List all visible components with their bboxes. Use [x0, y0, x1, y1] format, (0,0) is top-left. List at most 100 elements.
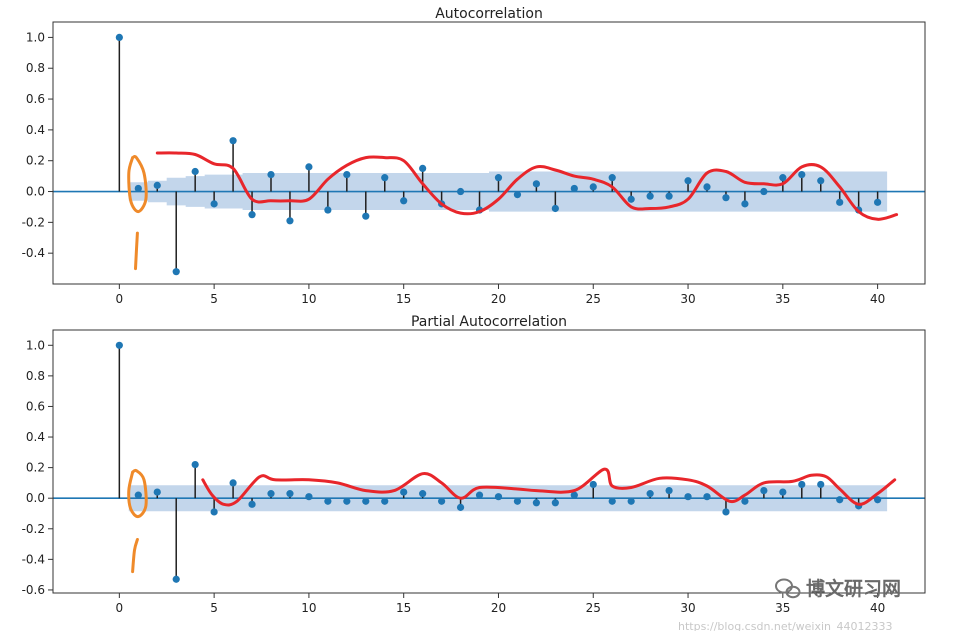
pacf-xtick-label: 30	[680, 601, 695, 615]
pacf-marker-lag-13	[362, 497, 370, 505]
acf-marker-lag-3	[172, 268, 180, 276]
pacf-marker-lag-7	[248, 500, 256, 508]
pacf-ytick-label: -0.4	[22, 552, 45, 566]
pacf-marker-lag-40	[874, 496, 882, 504]
pacf-ytick-label: 1.0	[26, 338, 45, 352]
acf-red-annotation-curve	[155, 151, 899, 221]
pacf-marker-lag-12	[343, 497, 351, 505]
pacf-ytick-label: -0.6	[22, 583, 45, 597]
acf-marker-lag-34	[760, 187, 768, 196]
acf-marker-lag-38	[836, 198, 844, 206]
acf-ytick-label: -0.2	[22, 215, 45, 229]
pacf-marker-lag-34	[760, 486, 768, 495]
pacf-marker-lag-8	[267, 490, 275, 498]
acf-marker-lag-2	[153, 181, 161, 189]
acf-marker-lag-8	[267, 170, 275, 179]
pacf-xtick-label: 15	[396, 601, 411, 615]
acf-xtick-label: 0	[116, 292, 124, 306]
acf-xtick-label: 10	[301, 292, 316, 306]
pacf-ytick-label: -0.2	[22, 522, 45, 536]
pacf-ytick-label: 0.8	[26, 369, 45, 383]
acf-xtick-label: 40	[870, 292, 885, 306]
pacf-marker-lag-31	[703, 493, 711, 501]
pacf-marker-lag-37	[817, 480, 825, 489]
chart-title-partial-autocorrelation: Partial Autocorrelation	[411, 314, 567, 330]
acf-ytick-label: 0.8	[26, 61, 45, 75]
pacf-marker-lag-11	[324, 497, 332, 505]
acf-marker-lag-32	[722, 194, 730, 202]
acf-marker-lag-1	[134, 184, 142, 193]
acf-marker-lag-36	[798, 170, 806, 179]
pacf-marker-lag-4	[191, 460, 199, 469]
acf-marker-lag-9	[286, 217, 294, 225]
pacf-marker-lag-0	[115, 341, 123, 349]
pacf-marker-lag-19	[475, 491, 484, 499]
pacf-marker-lag-5	[210, 508, 218, 516]
pacf-marker-lag-9	[286, 490, 294, 498]
pacf-marker-lag-36	[798, 480, 806, 489]
acf-xtick-label: 20	[491, 292, 506, 306]
acf-xtick-label: 35	[775, 292, 790, 306]
acf-marker-lag-11	[324, 206, 332, 214]
acf-marker-lag-20	[494, 174, 503, 182]
pacf-ytick-label: 0.2	[26, 461, 45, 475]
acf-marker-lag-15	[400, 197, 408, 205]
acf-xtick-label: 15	[396, 292, 411, 306]
acf-marker-lag-28	[646, 192, 654, 200]
pacf-marker-lag-25	[589, 480, 597, 489]
pacf-marker-lag-23	[551, 499, 559, 507]
pacf-marker-lag-6	[229, 479, 237, 487]
pacf-marker-lag-24	[570, 491, 578, 499]
acf-marker-lag-30	[684, 177, 692, 185]
pacf-xtick-label: 35	[775, 601, 790, 615]
pacf-xtick-label: 20	[491, 601, 506, 615]
pacf-marker-lag-27	[627, 497, 635, 505]
pacf-marker-lag-3	[172, 575, 180, 583]
acf-marker-lag-26	[608, 174, 616, 182]
pacf-ytick-label: 0.4	[26, 430, 45, 444]
partial-autocorrelation-panel: Partial Autocorrelation 0 5 10 15 20 25 30 35 40…	[22, 314, 926, 615]
pacf-xtick-label: 40	[870, 601, 885, 615]
acf-ytick-label: 0.4	[26, 123, 45, 137]
watermark-text: 博文研习网	[806, 577, 901, 600]
pacf-axes-frame	[52, 329, 926, 594]
acf-marker-lag-18	[456, 187, 465, 196]
acf-marker-lag-16	[419, 164, 427, 173]
pacf-orange-annotation-0	[127, 468, 148, 519]
url-fragment: https://blog.csdn.net/weixin_44012333	[678, 620, 893, 631]
autocorrelation-panel: Autocorrelation 0 5 10 15 20 25 30 35 40 -0.4 -0.2…	[22, 6, 926, 306]
acf-marker-lag-4	[191, 167, 199, 176]
acf-marker-lag-7	[248, 211, 256, 219]
acf-xtick-label: 25	[586, 292, 601, 306]
pacf-marker-lag-28	[646, 490, 654, 498]
pacf-marker-lag-35	[779, 488, 787, 496]
acf-marker-lag-31	[703, 183, 711, 191]
pacf-marker-lag-26	[608, 497, 616, 505]
acf-marker-lag-33	[741, 200, 749, 208]
pacf-marker-lag-20	[494, 493, 503, 501]
chart-title-autocorrelation: Autocorrelation	[435, 6, 543, 22]
wechat-icon	[775, 578, 801, 599]
acf-marker-lag-6	[229, 137, 237, 145]
pacf-xtick-label: 10	[301, 601, 316, 615]
acf-marker-lag-0	[115, 33, 123, 42]
pacf-marker-lag-33	[741, 497, 749, 505]
pacf-marker-lag-32	[722, 508, 730, 516]
acf-marker-lag-22	[532, 180, 540, 188]
pacf-marker-lag-17	[438, 497, 446, 505]
acf-ytick-label: 1.0	[26, 30, 45, 44]
acf-ytick-label: 0.2	[26, 154, 45, 168]
acf-marker-lag-27	[627, 195, 635, 203]
acf-orange-annotation-0	[127, 155, 148, 214]
acf-orange-annotation-1	[134, 231, 139, 271]
pacf-marker-lag-1	[134, 491, 142, 499]
acf-marker-lag-14	[381, 174, 389, 182]
pacf-marker-lag-21	[513, 497, 522, 505]
acf-marker-lag-24	[570, 184, 578, 193]
pacf-marker-lag-2	[153, 488, 161, 496]
pacf-marker-lag-29	[665, 486, 673, 495]
pacf-xtick-label: 0	[116, 601, 124, 615]
acf-xtick-label: 5	[210, 292, 218, 306]
pacf-marker-lag-18	[456, 503, 465, 511]
pacf-ytick-label: 0.6	[26, 399, 45, 413]
